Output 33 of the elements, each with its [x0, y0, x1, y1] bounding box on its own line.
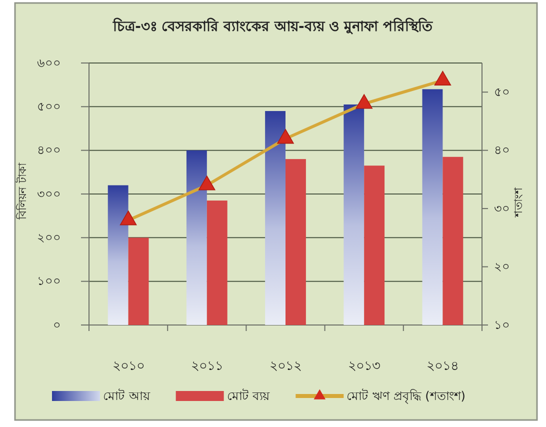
y-axis-title: বিলিয়ন টাকা [16, 162, 29, 220]
y-tick-label: ০ [53, 318, 61, 332]
chart-title: চিত্র-৩ঃ বেসরকারি ব্যাংকের আয়-ব্যয় ও মুনাফা পরিস্থিতি [112, 17, 433, 35]
y-tick-label: ১০০ [37, 274, 61, 288]
bar [286, 159, 306, 325]
x-tick-label: ২০১৩ [348, 359, 380, 374]
y2-tick-label: ১০ [494, 318, 510, 332]
bar [442, 156, 464, 325]
y-tick-label: ৪০০ [37, 143, 61, 158]
x-tick-label: ২০১৪ [426, 359, 459, 374]
legend-label: মোট আয় [103, 389, 151, 403]
y2-tick-label: ৪০ [494, 143, 510, 158]
y2-tick-label: ৩০ [494, 201, 510, 216]
y2-tick-label: ২০ [494, 260, 510, 274]
y-tick-label: ৬০০ [37, 56, 61, 70]
x-tick-label: ২০১১ [190, 359, 223, 374]
legend-label: মোট ঋণ প্রবৃদ্ধি (শতাংশ) [346, 389, 466, 404]
bar [364, 166, 385, 325]
bar [108, 185, 128, 325]
y-tick-label: ৫০০ [37, 100, 61, 114]
bar [206, 200, 228, 325]
y2-tick-label: ৫০ [494, 84, 510, 99]
bar [186, 150, 207, 325]
legend-label: মোট ব্যয় [226, 389, 271, 403]
bar [422, 89, 443, 325]
y-tick-label: ২০০ [37, 230, 61, 245]
y-tick-label: ৩০০ [37, 186, 61, 201]
bar [344, 104, 364, 325]
x-tick-label: ২০১০ [112, 359, 144, 374]
bar [265, 111, 286, 325]
bar [128, 238, 149, 325]
x-tick-label: ২০১২ [270, 359, 302, 374]
y2-axis-title: শতাংশ [512, 187, 525, 218]
